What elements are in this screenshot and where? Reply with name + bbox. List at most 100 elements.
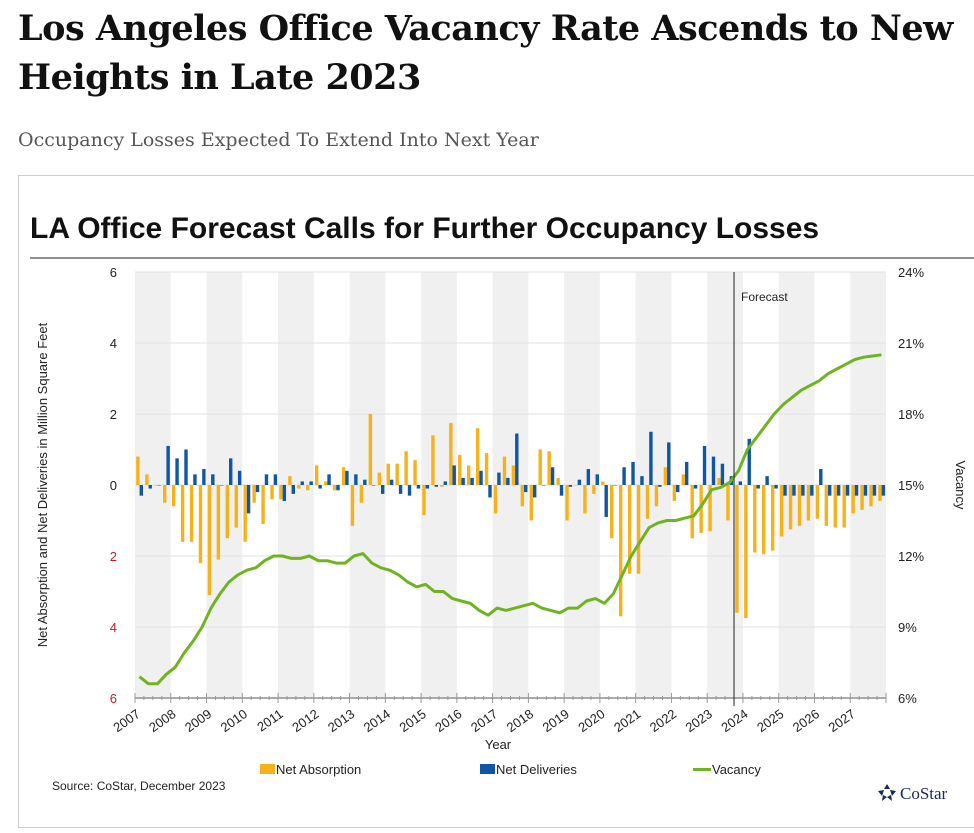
net-absorption-bar: [744, 485, 748, 619]
net-deliveries-bar: [461, 477, 465, 485]
y-tick-label: 4: [110, 336, 117, 351]
net-deliveries-bar: [470, 477, 474, 485]
net-absorption-bar: [627, 485, 632, 574]
net-deliveries-bar: [389, 479, 394, 485]
net-deliveries-bar: [246, 485, 251, 514]
net-deliveries-bar: [220, 485, 224, 486]
net-absorption-bar: [332, 485, 337, 491]
net-absorption-bar: [252, 485, 256, 503]
net-absorption-bar: [717, 477, 721, 485]
net-deliveries-bar: [506, 477, 510, 485]
net-deliveries-bar: [443, 481, 447, 485]
net-absorption-bar: [797, 485, 802, 526]
x-axis-title: Year: [485, 737, 512, 752]
x-tick-label: 2026: [790, 706, 822, 735]
net-absorption-bar: [833, 485, 837, 528]
net-deliveries-bar: [515, 433, 519, 485]
net-absorption-bar: [422, 485, 426, 516]
net-deliveries-bar: [184, 449, 188, 485]
net-absorption-bar: [449, 422, 453, 485]
y2-tick-label: 18%: [898, 407, 924, 422]
x-tick-label: 2024: [718, 706, 750, 735]
x-tick-label: 2012: [289, 706, 321, 735]
net-deliveries-bar: [488, 485, 492, 498]
x-tick-label: 2015: [397, 706, 429, 735]
legend-label: Net Deliveries: [496, 762, 577, 777]
net-absorption-bar: [556, 477, 560, 485]
legend-label: Vacancy: [712, 762, 761, 777]
net-deliveries-bar: [595, 474, 599, 485]
net-deliveries-bar: [380, 485, 385, 494]
net-absorption-bar: [404, 451, 408, 485]
net-absorption-bar: [145, 474, 149, 485]
net-absorption-bar: [189, 485, 194, 542]
net-absorption-bar: [574, 485, 578, 486]
net-absorption-bar: [618, 485, 623, 617]
net-deliveries-bar: [211, 474, 215, 485]
legend-swatch-net-absorption: [260, 764, 275, 774]
net-deliveries-bar: [479, 470, 483, 485]
net-deliveries-bar: [568, 485, 573, 487]
y2-tick-label: 21%: [898, 336, 924, 351]
x-tick-label: 2011: [254, 706, 286, 734]
net-deliveries-bar: [783, 485, 787, 496]
net-deliveries-bar: [282, 485, 287, 501]
net-absorption-bar: [323, 481, 328, 485]
net-absorption-bar: [690, 485, 694, 539]
net-deliveries-bar: [577, 479, 582, 485]
net-absorption-bar: [824, 485, 829, 526]
net-deliveries-bar: [872, 485, 877, 496]
y-tick-label: 6: [110, 265, 117, 280]
net-deliveries-bar: [631, 461, 635, 485]
x-tick-label: 2020: [575, 706, 607, 735]
net-absorption-bar: [851, 485, 855, 514]
x-tick-label: 2014: [361, 706, 393, 735]
net-deliveries-bar: [586, 469, 591, 485]
net-absorption-bar: [163, 485, 167, 503]
net-absorption-bar: [377, 472, 381, 485]
net-absorption-bar: [770, 485, 775, 551]
costar-star-icon: [878, 784, 896, 801]
net-absorption-bar: [592, 485, 596, 494]
net-deliveries-bar: [845, 485, 850, 496]
net-absorption-bar: [359, 485, 364, 503]
net-deliveries-bar: [649, 431, 653, 485]
net-absorption-bar: [699, 485, 703, 533]
costar-logo: CoStar: [878, 784, 948, 803]
x-tick-label: 2013: [325, 706, 357, 735]
net-absorption-bar: [368, 414, 373, 485]
x-tick-label: 2025: [754, 706, 786, 735]
net-deliveries-bar: [836, 485, 841, 496]
y2-tick-label: 15%: [898, 478, 924, 493]
source-note: Source: CoStar, December 2023: [52, 779, 226, 793]
y-axis-title: Net Absorption and Net Deliveries in Mil…: [35, 322, 50, 648]
y-tick-label: 6: [110, 691, 117, 706]
net-deliveries-bar: [229, 458, 233, 485]
net-deliveries-bar: [604, 485, 608, 517]
net-deliveries-bar: [765, 476, 769, 485]
net-deliveries-bar: [524, 485, 528, 493]
y2-tick-label: 24%: [898, 265, 924, 280]
net-deliveries-bar: [157, 485, 161, 486]
net-deliveries-bar: [693, 485, 698, 489]
net-deliveries-bar: [801, 485, 805, 496]
net-absorption-bar: [341, 467, 346, 485]
x-tick-label: 2022: [647, 706, 679, 735]
x-tick-label: 2009: [182, 706, 214, 735]
net-deliveries-bar: [711, 456, 716, 485]
net-deliveries-bar: [318, 485, 322, 489]
net-deliveries-bar: [658, 485, 662, 487]
net-deliveries-bar: [372, 485, 376, 486]
x-tick-label: 2017: [468, 706, 500, 735]
net-absorption-bar: [180, 485, 185, 542]
net-deliveries-bar: [854, 485, 859, 496]
net-deliveries-bar: [309, 481, 313, 485]
net-absorption-bar: [484, 453, 489, 485]
net-deliveries-bar: [756, 485, 760, 489]
headline: Los Angeles Office Vacancy Rate Ascends …: [18, 8, 953, 98]
chart-card: [18, 175, 974, 828]
net-deliveries-bar: [139, 485, 143, 496]
net-deliveries-bar: [640, 476, 644, 485]
net-deliveries-bar: [720, 463, 725, 485]
